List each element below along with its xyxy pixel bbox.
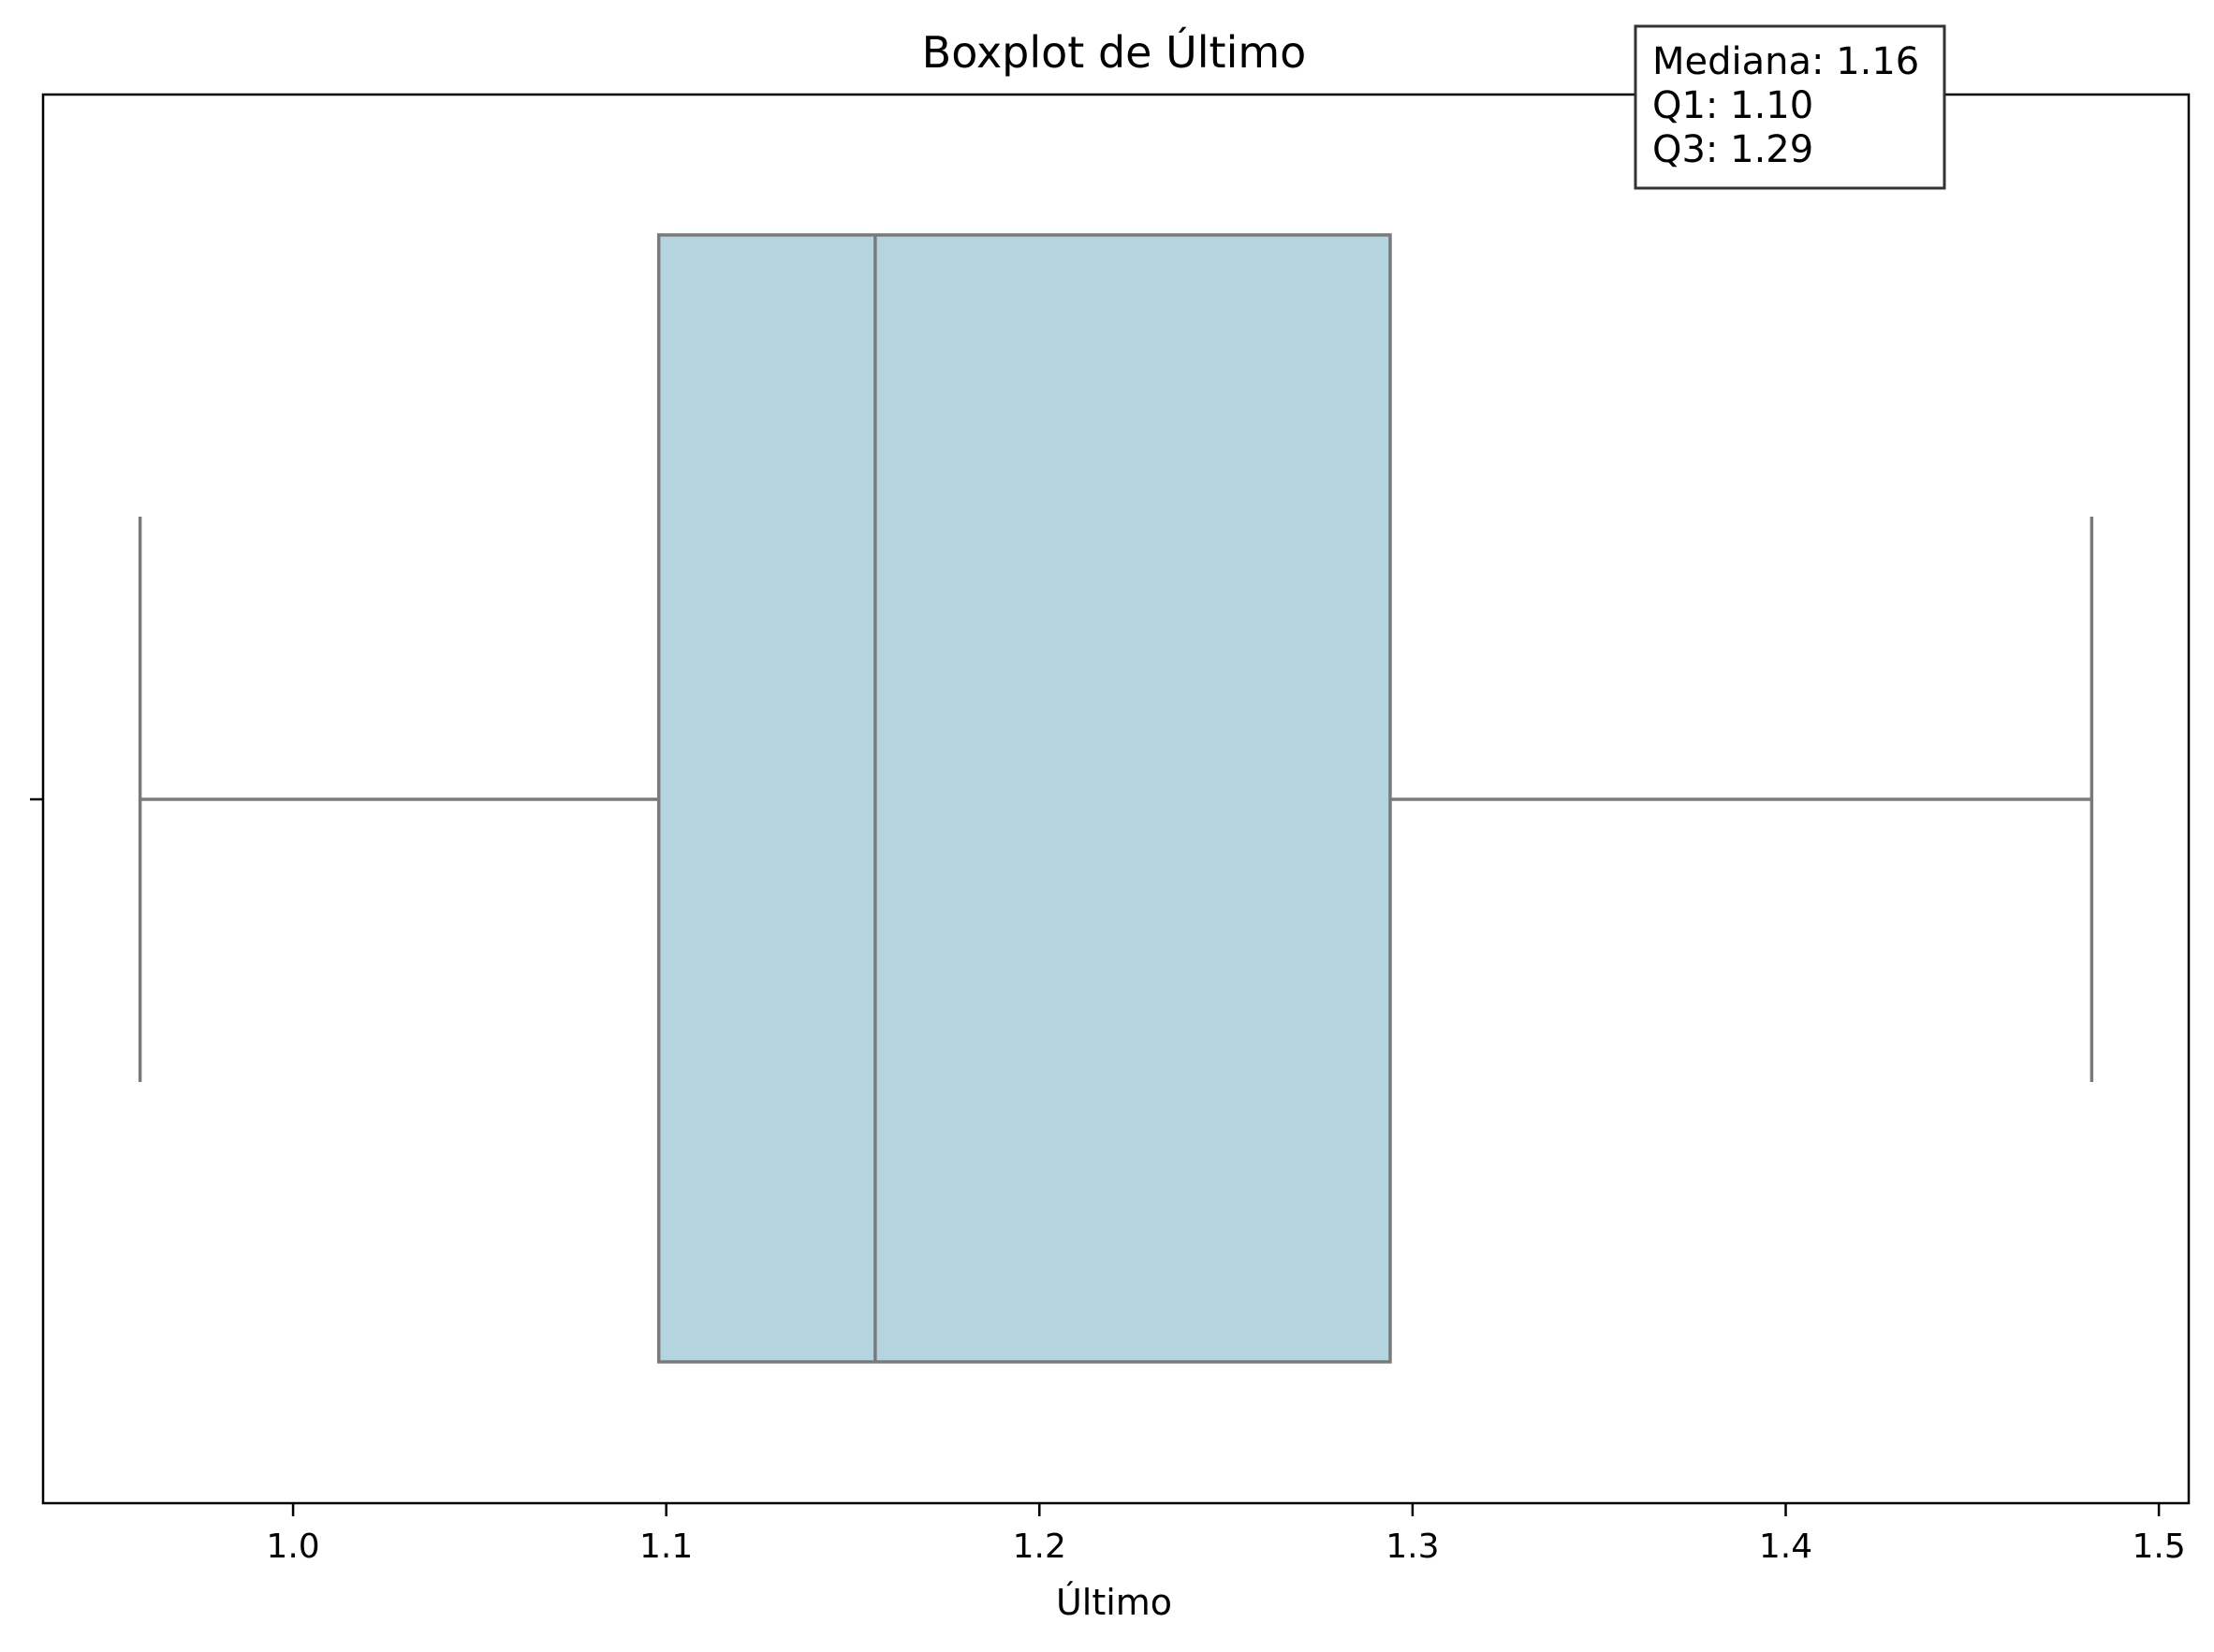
stats-annotation: Mediana: 1.16 Q1: 1.10 Q3: 1.29 [1634, 24, 1946, 190]
stats-median-text: Mediana: 1.16 [1652, 40, 1919, 83]
x-axis-label: Último [1056, 1582, 1172, 1623]
chart-title: Boxplot de Último [922, 27, 1307, 78]
x-tick-label: 1.3 [1386, 1528, 1439, 1566]
iqr-box [656, 233, 1392, 1364]
x-tick-label: 1.4 [1759, 1528, 1812, 1566]
x-tick-label: 1.5 [2132, 1528, 2185, 1566]
x-tick-label: 1.0 [266, 1528, 319, 1566]
x-axis-ticks: 1.0 1.1 1.2 1.3 1.4 1.5 [266, 1503, 2186, 1566]
box-element [138, 233, 2094, 1364]
stats-annotation-frame [1634, 24, 1946, 190]
x-tick-label: 1.2 [1013, 1528, 1066, 1566]
stats-q3-text: Q3: 1.29 [1652, 128, 1813, 171]
stats-q1-text: Q1: 1.10 [1652, 84, 1813, 127]
x-tick-label: 1.1 [639, 1528, 693, 1566]
